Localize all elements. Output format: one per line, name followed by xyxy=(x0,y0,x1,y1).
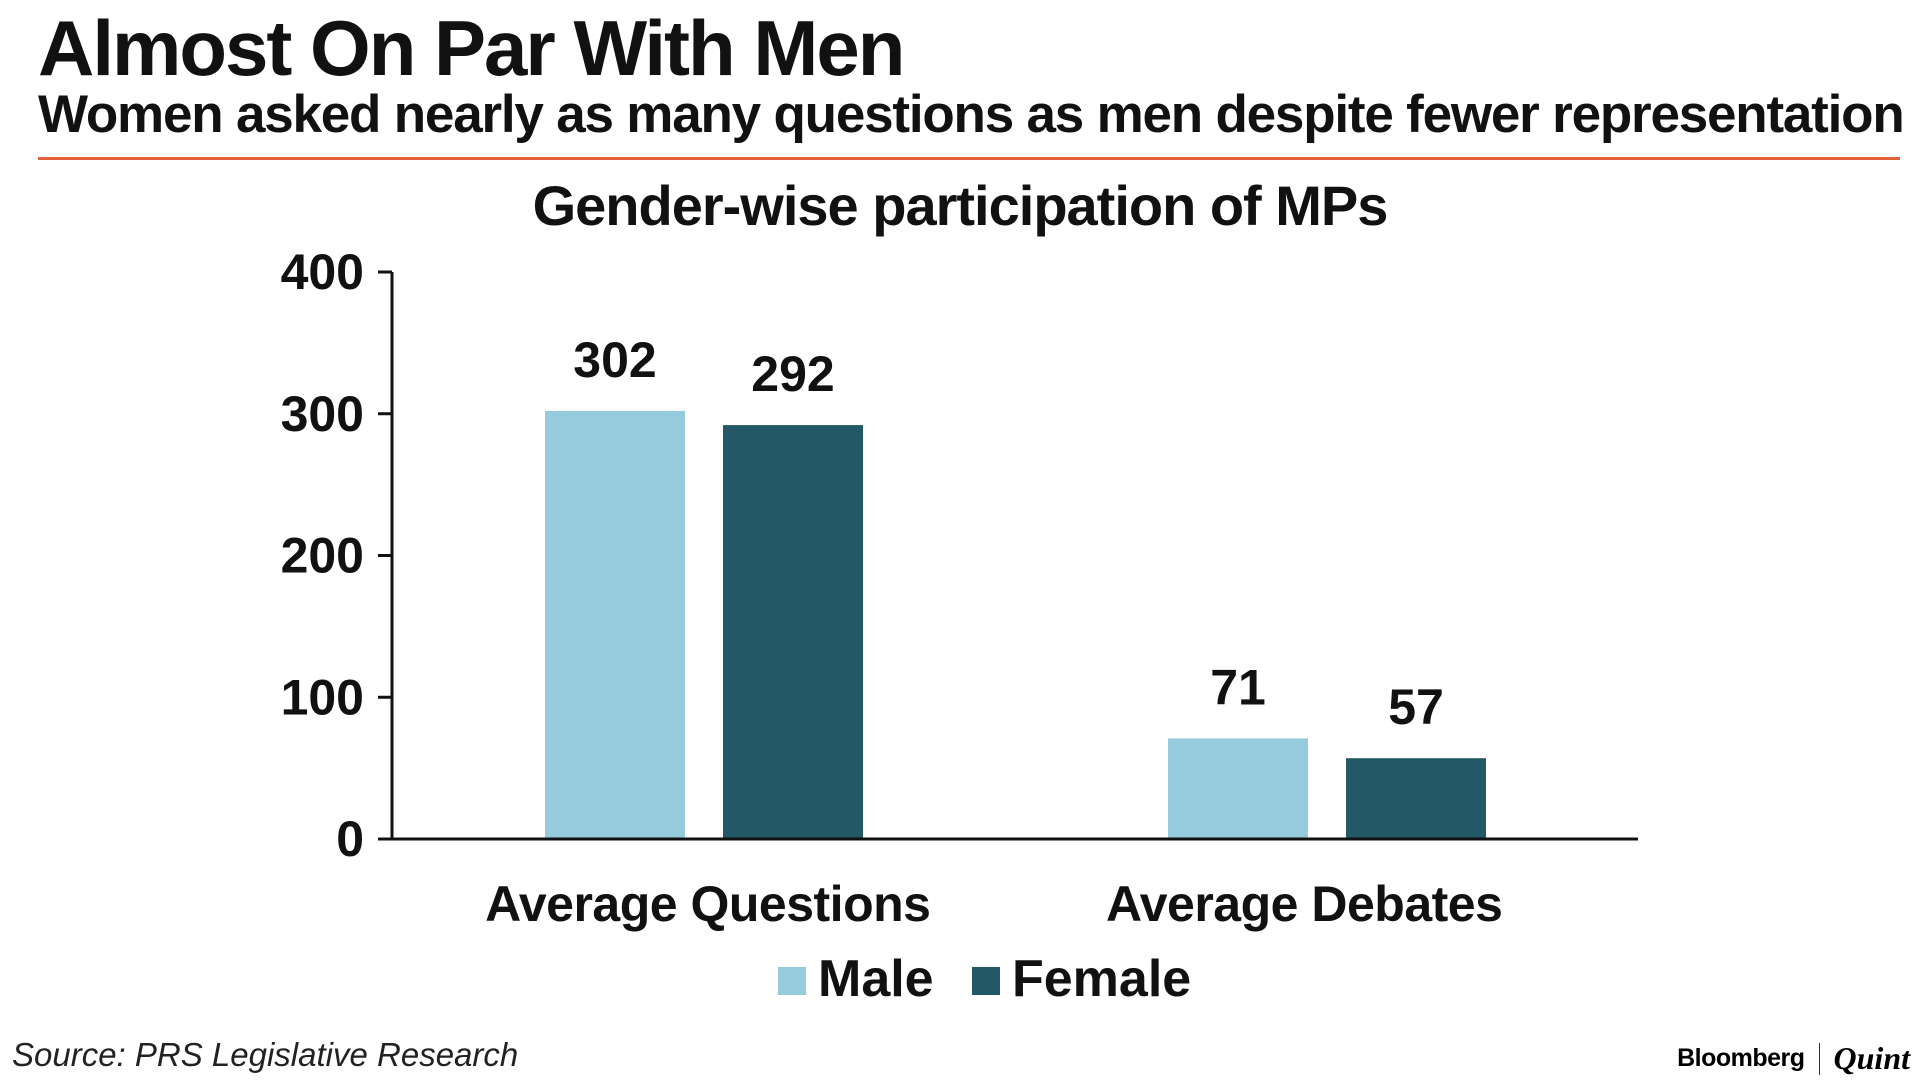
legend-label: Male xyxy=(818,950,934,1008)
chart-title: Gender-wise participation of MPs xyxy=(533,174,1388,237)
bar-male xyxy=(545,410,685,839)
legend-swatch xyxy=(778,967,806,995)
y-tick-label: 0 xyxy=(336,811,364,867)
bar-male xyxy=(1168,738,1308,839)
bar-female xyxy=(1346,758,1486,839)
brand-logo: Bloomberg Quint xyxy=(1677,1040,1910,1077)
headline: Almost On Par With Men xyxy=(38,4,905,92)
data-label: 292 xyxy=(751,346,834,402)
x-category-label: Average Questions xyxy=(485,876,930,932)
brand-divider xyxy=(1818,1042,1820,1075)
y-tick-label: 200 xyxy=(281,528,364,584)
accent-rule xyxy=(38,157,1900,160)
x-category-label: Average Debates xyxy=(1106,876,1502,932)
brand-primary: Bloomberg xyxy=(1677,1044,1805,1072)
data-label: 71 xyxy=(1210,659,1266,715)
y-tick-label: 300 xyxy=(281,386,364,442)
y-tick-label: 100 xyxy=(281,669,364,725)
subheadline: Women asked nearly as many questions as … xyxy=(38,85,1905,144)
brand-secondary: Quint xyxy=(1833,1040,1910,1076)
data-label: 57 xyxy=(1388,679,1444,735)
legend-label: Female xyxy=(1012,950,1191,1008)
y-tick-label: 400 xyxy=(281,244,364,300)
bar-chart: Gender-wise participation of MPs 0 100 200 3… xyxy=(281,174,1638,1008)
bar-female xyxy=(723,425,863,839)
source-note: Source: PRS Legislative Research xyxy=(12,1036,519,1073)
legend-swatch xyxy=(972,967,1000,995)
data-label: 302 xyxy=(573,332,656,388)
